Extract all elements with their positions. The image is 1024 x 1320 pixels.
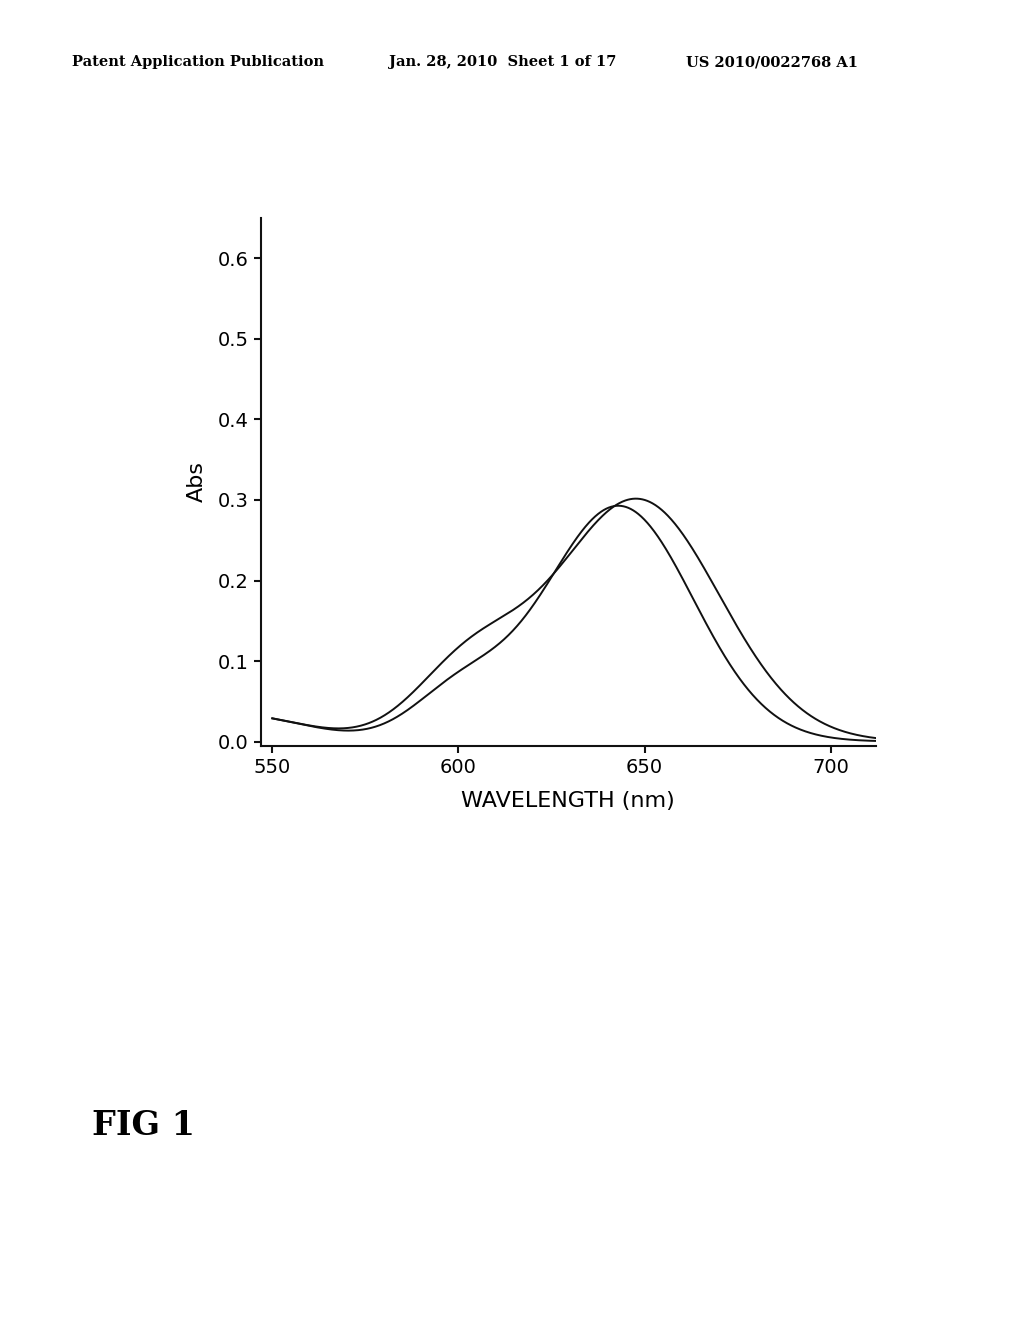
X-axis label: WAVELENGTH (nm): WAVELENGTH (nm)	[462, 791, 675, 812]
Y-axis label: Abs: Abs	[186, 461, 207, 503]
Text: FIG 1: FIG 1	[92, 1109, 196, 1142]
Text: Jan. 28, 2010  Sheet 1 of 17: Jan. 28, 2010 Sheet 1 of 17	[389, 55, 616, 70]
Text: Patent Application Publication: Patent Application Publication	[72, 55, 324, 70]
Text: US 2010/0022768 A1: US 2010/0022768 A1	[686, 55, 858, 70]
